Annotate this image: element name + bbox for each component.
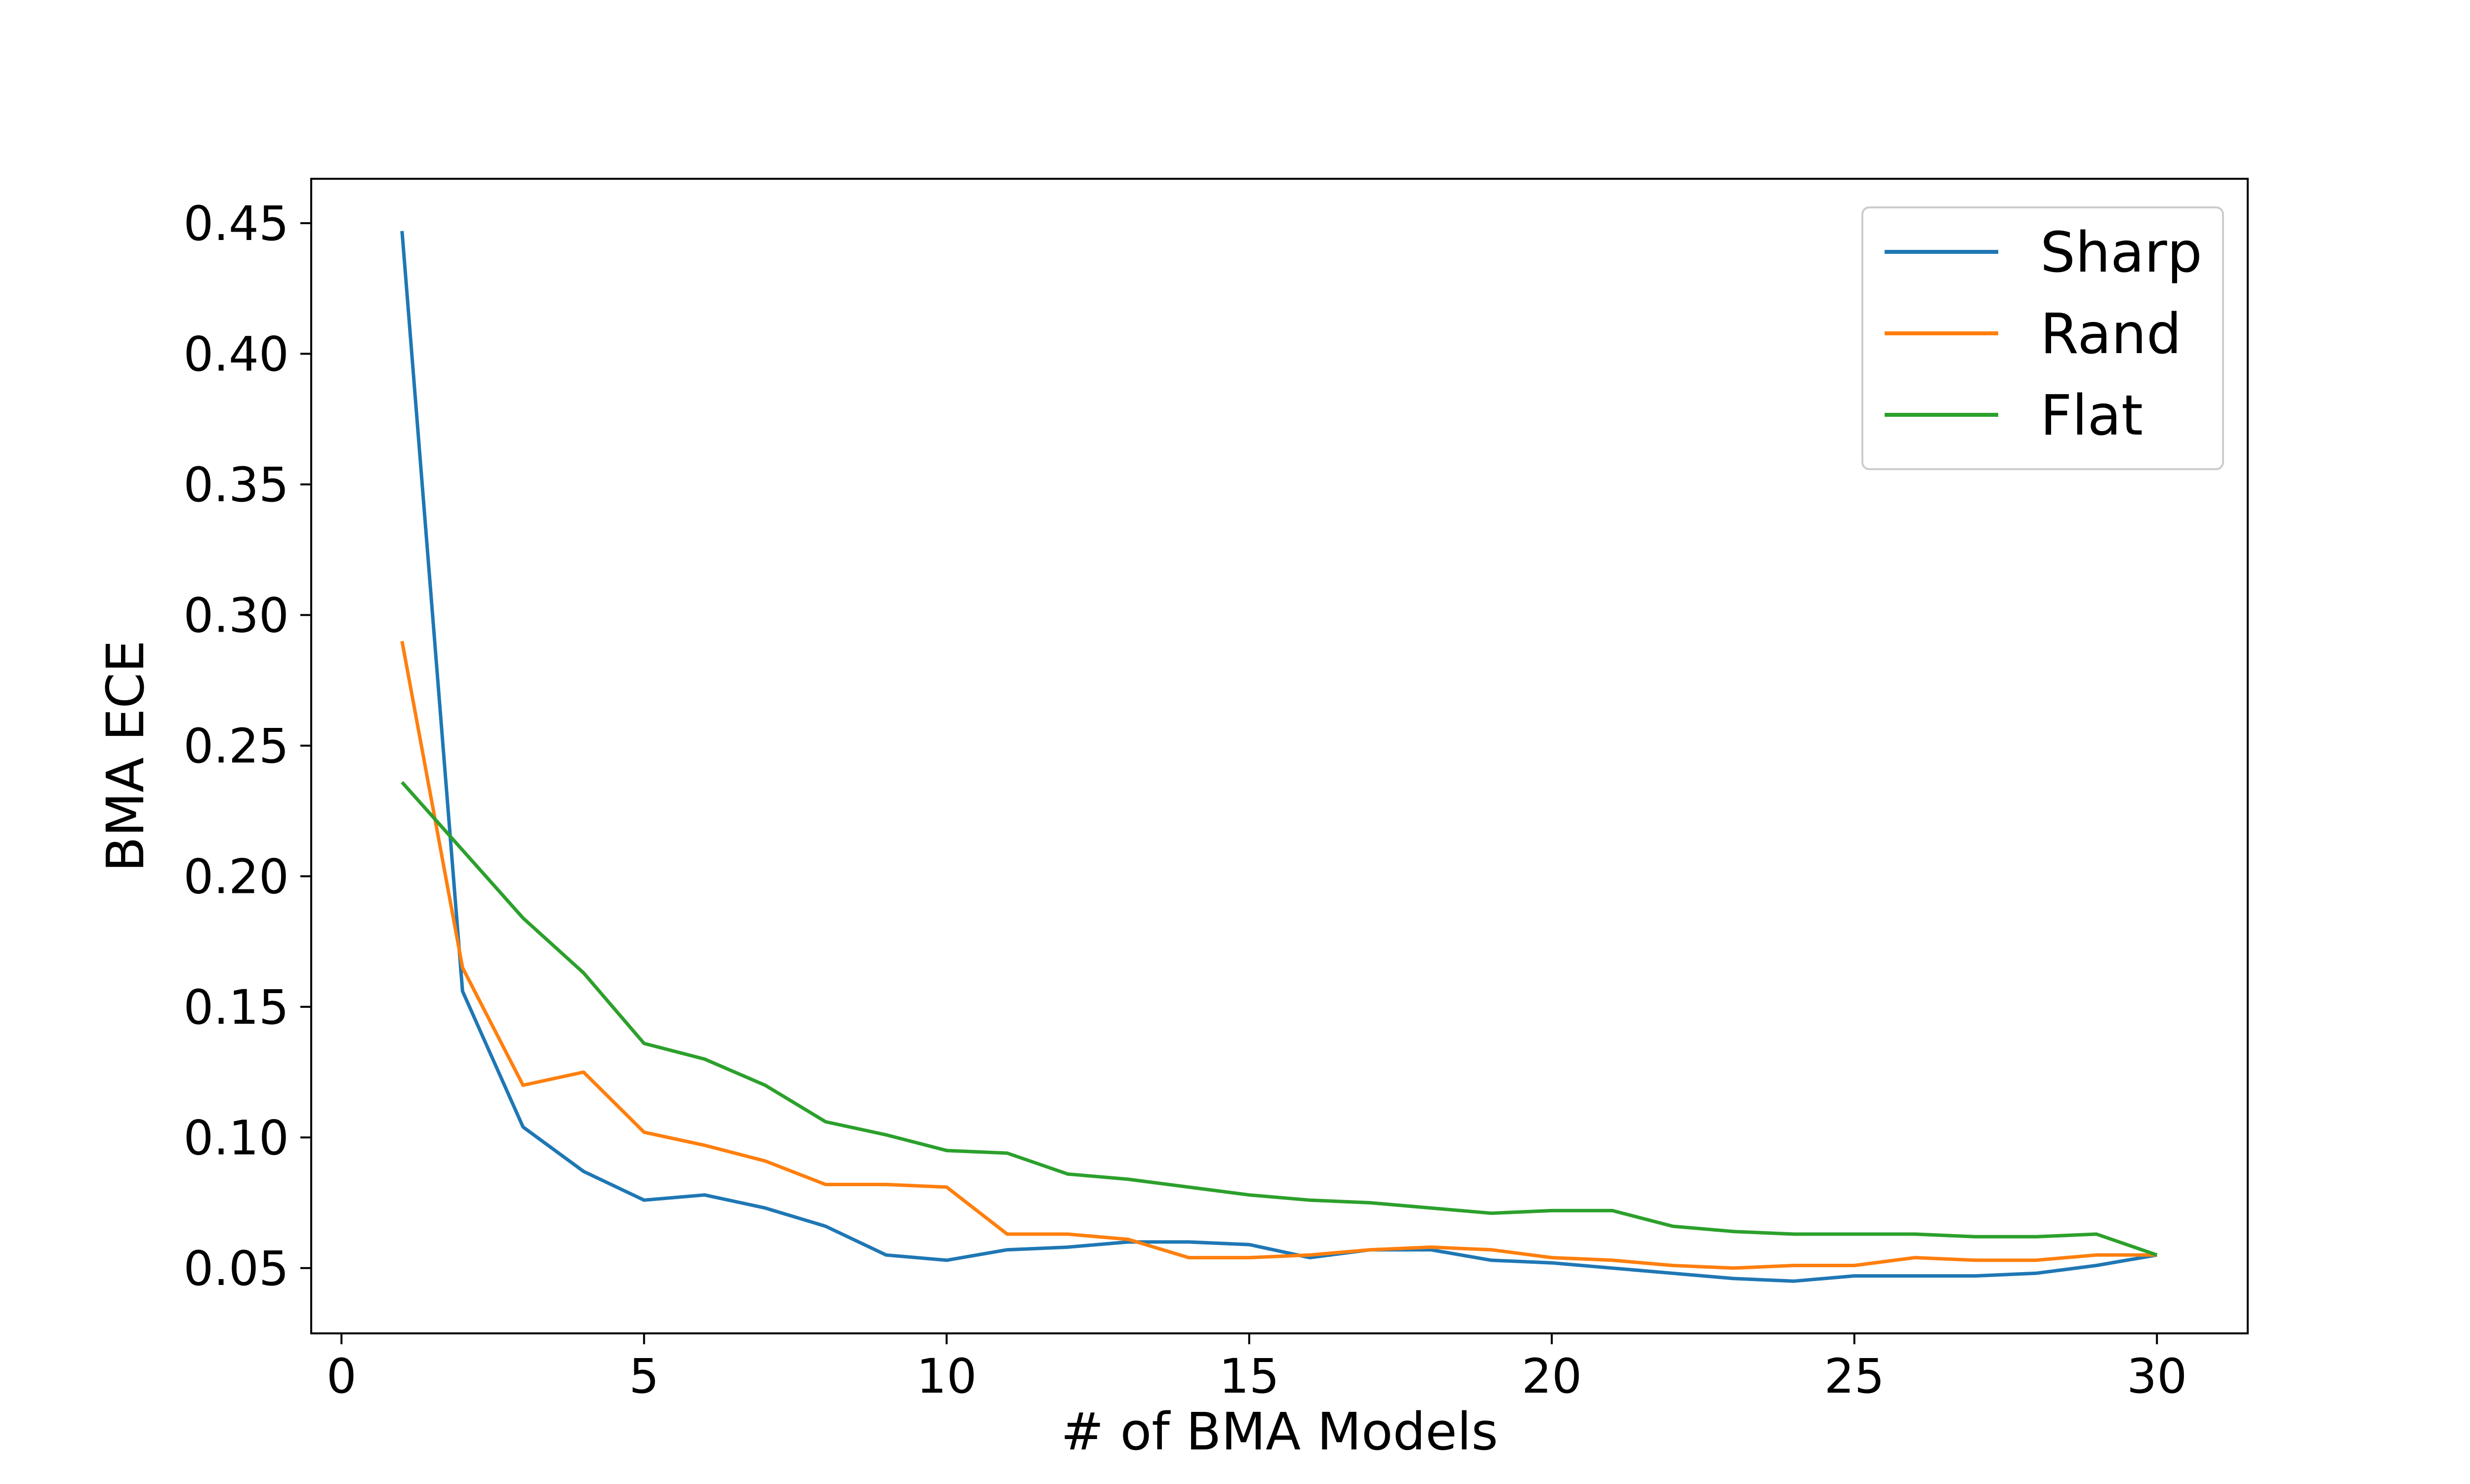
legend-label-flat: Flat — [2040, 384, 2143, 448]
y-tick-label: 0.15 — [183, 980, 289, 1035]
series-line-rand — [402, 641, 2157, 1268]
x-axis-ticks: 0 5 10 15 20 25 30 — [327, 1333, 2187, 1404]
x-axis-label: # of BMA Models — [1061, 1402, 1498, 1462]
x-tick-label: 20 — [1522, 1349, 1582, 1404]
x-tick-label: 0 — [327, 1349, 357, 1404]
legend: Sharp Rand Flat — [1862, 207, 2223, 469]
x-tick-label: 5 — [629, 1349, 659, 1404]
y-tick-label: 0.30 — [183, 588, 289, 643]
x-tick-label: 30 — [2127, 1349, 2187, 1404]
y-axis-ticks: 0.05 0.10 0.15 0.20 0.25 0.30 0.35 0.40 0.45 — [183, 196, 311, 1296]
y-tick-label: 0.45 — [183, 196, 289, 251]
legend-label-sharp: Sharp — [2040, 221, 2202, 285]
y-tick-label: 0.20 — [183, 849, 289, 904]
y-tick-label: 0.25 — [183, 719, 289, 774]
series-line-flat — [402, 782, 2157, 1255]
y-tick-label: 0.05 — [183, 1241, 289, 1296]
legend-label-rand: Rand — [2040, 302, 2182, 366]
y-tick-label: 0.35 — [183, 457, 289, 513]
y-tick-label: 0.10 — [183, 1110, 289, 1165]
y-tick-label: 0.40 — [183, 326, 289, 382]
x-tick-label: 15 — [1219, 1349, 1279, 1404]
y-axis-label: BMA ECE — [95, 640, 156, 872]
x-tick-label: 10 — [916, 1349, 977, 1404]
x-tick-label: 25 — [1824, 1349, 1885, 1404]
